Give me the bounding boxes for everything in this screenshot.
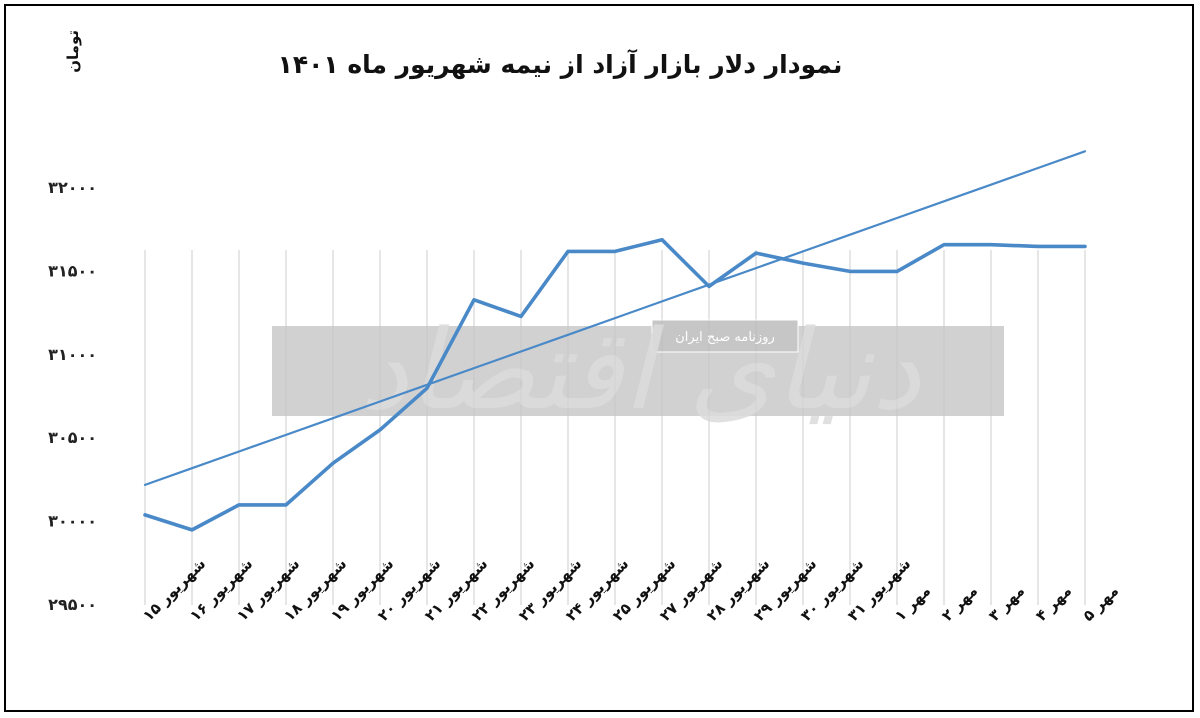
watermark: روزنامه صبح ایران دنیای اقتصاد <box>272 306 1004 434</box>
watermark-logo: دنیای اقتصاد <box>359 306 922 434</box>
y-axis-ticks: ۲۹۵۰۰ ۳۰۰۰۰ ۳۰۵۰۰ ۳۱۰۰۰ ۳۱۵۰۰ ۳۲۰۰۰ <box>48 178 97 614</box>
vertical-gridlines <box>144 250 1086 605</box>
y-tick-label: ۲۹۵۰۰ <box>48 595 97 614</box>
trendline <box>143 150 1087 486</box>
y-tick-label: ۳۱۰۰۰ <box>48 345 97 364</box>
series-line <box>143 237 1087 532</box>
y-tick-label: ۳۲۰۰۰ <box>48 178 97 197</box>
watermark-band <box>272 326 1004 416</box>
chart-title: نمودار دلار بازار آزاد از نیمه شهریور ما… <box>277 50 843 79</box>
watermark-tagline: روزنامه صبح ایران <box>675 330 775 345</box>
y-tick-label: ۳۰۵۰۰ <box>48 428 97 447</box>
y-tick-label: ۳۰۰۰۰ <box>48 512 97 531</box>
watermark-tagline-box <box>651 319 799 353</box>
series-lines <box>143 150 1087 532</box>
y-tick-label: ۳۱۵۰۰ <box>48 261 97 280</box>
